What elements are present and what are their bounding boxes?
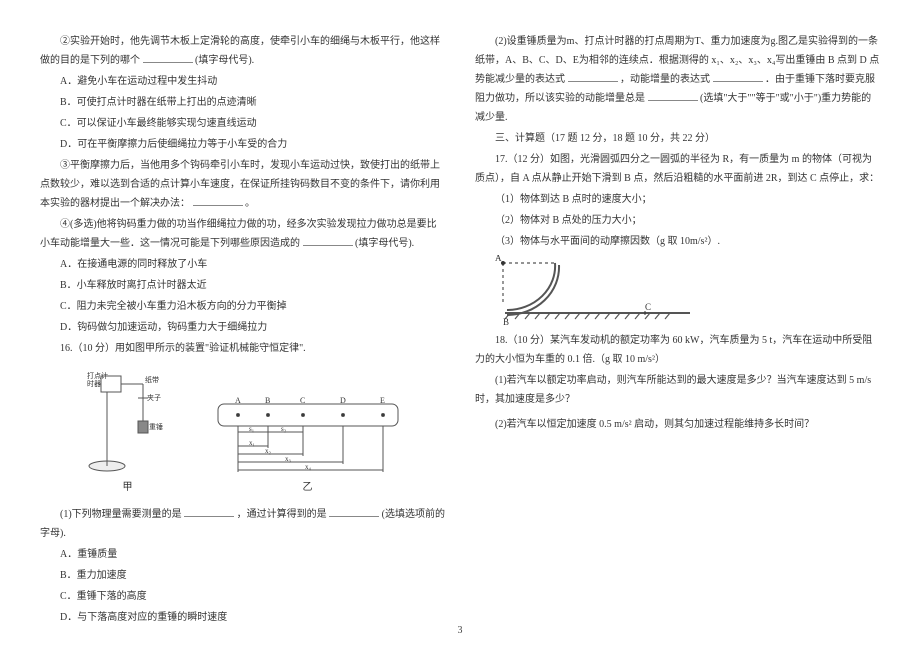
label-strip: 纸带 <box>145 375 159 384</box>
sub1-a: (1)下列物理量需要测量的是 <box>60 509 182 520</box>
label-weight: 重锤 <box>149 422 163 431</box>
figure-yi: A B C D E s₁ s₂ x₁ x₂ x₃ x₄ 乙 <box>213 396 403 497</box>
q4-option-d: D．钩码做匀加速运动，钩码重力大于细绳拉力 <box>40 318 445 337</box>
sub2-blank1 <box>568 73 618 82</box>
q4-blank <box>303 237 353 246</box>
svg-text:x₃: x₃ <box>285 455 292 463</box>
svg-text:B: B <box>265 396 270 405</box>
q17-stem: 17.（12 分）如图，光滑圆弧四分之一圆弧的半径为 R，有一质量为 m 的物体… <box>475 150 880 188</box>
section-3-header: 三、计算题（17 题 12 分，18 题 10 分，共 22 分） <box>475 129 880 148</box>
arc-track-icon: A B C <box>495 255 695 325</box>
svg-text:x₄: x₄ <box>305 463 312 471</box>
svg-text:C: C <box>300 396 305 405</box>
svg-text:时器: 时器 <box>87 379 101 388</box>
page-number: 3 <box>458 625 463 636</box>
q2-option-c: C．可以保证小车最终能够实现匀速直线运动 <box>40 114 445 133</box>
apparatus-icon: 打点计 时器 纸带 夹子 重锤 <box>83 366 173 476</box>
q18-stem: 18.（10 分）某汽车发动机的额定功率为 60 kW，汽车质量为 5 t，汽车… <box>475 331 880 369</box>
q2-option-d: D．可在平衡摩擦力后使细绳拉力等于小车受的合力 <box>40 135 445 154</box>
q4-option-c: C．阻力未完全被小车重力沿木板方向的分力平衡掉 <box>40 297 445 316</box>
svg-text:s₂: s₂ <box>281 425 287 433</box>
right-column: (2)设重锤质量为m、打点计时器的打点周期为T、重力加速度为g.图乙是实验得到的… <box>475 32 880 630</box>
fig-jia-label: 甲 <box>83 478 173 497</box>
q2-option-a: A．避免小车在运动过程中发生抖动 <box>40 72 445 91</box>
q17-3: （3）物体与水平面间的动摩擦因数（g 取 10m/s²）. <box>475 232 880 251</box>
figure-row: 打点计 时器 纸带 夹子 重锤 甲 <box>40 366 445 497</box>
figure-jia: 打点计 时器 纸带 夹子 重锤 甲 <box>83 366 173 497</box>
fig-yi-label: 乙 <box>213 478 403 497</box>
q18-2: (2)若汽车以恒定加速度 0.5 m/s² 启动，则其匀加速过程能维持多长时间？ <box>475 415 880 434</box>
label-timer: 打点计 <box>87 371 108 380</box>
sub1-option-c: C．重锤下落的高度 <box>40 587 445 606</box>
sub2-blank2 <box>713 73 763 82</box>
svg-text:D: D <box>340 396 346 405</box>
sub1-b: ，通过计算得到的是 <box>237 509 327 520</box>
left-column: ②实验开始时，他先调节木板上定滑轮的高度，使牵引小车的细绳与木板平行，他这样做的… <box>40 32 445 630</box>
label-A: A <box>495 255 502 263</box>
q4-tail: (填字母代号). <box>355 238 414 249</box>
label-clip: 夹子 <box>147 393 161 402</box>
q3-stem: ③平衡摩擦力后，当他用多个钩码牵引小车时，发现小车运动过快，致使打出的纸带上点数… <box>40 156 445 213</box>
q4-stem: ④(多选)他将钩码重力做的功当作细绳拉力做的功，经多次实验发现拉力做功总是要比小… <box>40 215 445 253</box>
q2-blank <box>143 54 193 63</box>
q16-title: 16.（10 分）用如图甲所示的装置"验证机械能守恒定律". <box>40 339 445 358</box>
q18-1: (1)若汽车以额定功率启动，则汽车所能达到的最大速度是多少？当汽车速度达到 5 … <box>475 371 880 409</box>
svg-text:x₁: x₁ <box>249 439 255 447</box>
sub1-blank1 <box>184 508 234 517</box>
q17-1: （1）物体到达 B 点时的速度大小； <box>475 190 880 209</box>
q16-sub2: (2)设重锤质量为m、打点计时器的打点周期为T、重力加速度为g.图乙是实验得到的… <box>475 32 880 127</box>
label-B: B <box>503 317 509 325</box>
sub2-b: ，动能增量的表达式 <box>620 74 710 85</box>
q2-option-b: B．可使打点计时器在纸带上打出的点迹清晰 <box>40 93 445 112</box>
q3-tail: 。 <box>245 198 255 209</box>
sub1-option-a: A．重锤质量 <box>40 545 445 564</box>
figure-q17: A B C <box>495 255 880 325</box>
q4-option-b: B．小车释放时离打点计时器太近 <box>40 276 445 295</box>
q3-blank <box>193 197 243 206</box>
sub1-option-b: B．重力加速度 <box>40 566 445 585</box>
svg-text:A: A <box>235 396 241 405</box>
q2-tail: (填字母代号). <box>195 55 254 66</box>
sub1-blank2 <box>329 508 379 517</box>
label-C: C <box>645 302 651 312</box>
svg-text:s₁: s₁ <box>249 425 254 433</box>
svg-text:E: E <box>380 396 385 405</box>
q2-stem: ②实验开始时，他先调节木板上定滑轮的高度，使牵引小车的细绳与木板平行，他这样做的… <box>40 32 445 70</box>
q17-2: （2）物体对 B 点处的压力大小； <box>475 211 880 230</box>
q4-option-a: A．在接通电源的同时释放了小车 <box>40 255 445 274</box>
tape-strip-icon: A B C D E s₁ s₂ x₁ x₂ x₃ x₄ <box>213 396 403 476</box>
svg-text:x₂: x₂ <box>265 447 272 455</box>
sub1-option-d: D．与下落高度对应的重锤的瞬时速度 <box>40 608 445 627</box>
q16-sub1: (1)下列物理量需要测量的是 ，通过计算得到的是 (选填选项前的字母). <box>40 505 445 543</box>
sub2-blank3 <box>648 92 698 101</box>
